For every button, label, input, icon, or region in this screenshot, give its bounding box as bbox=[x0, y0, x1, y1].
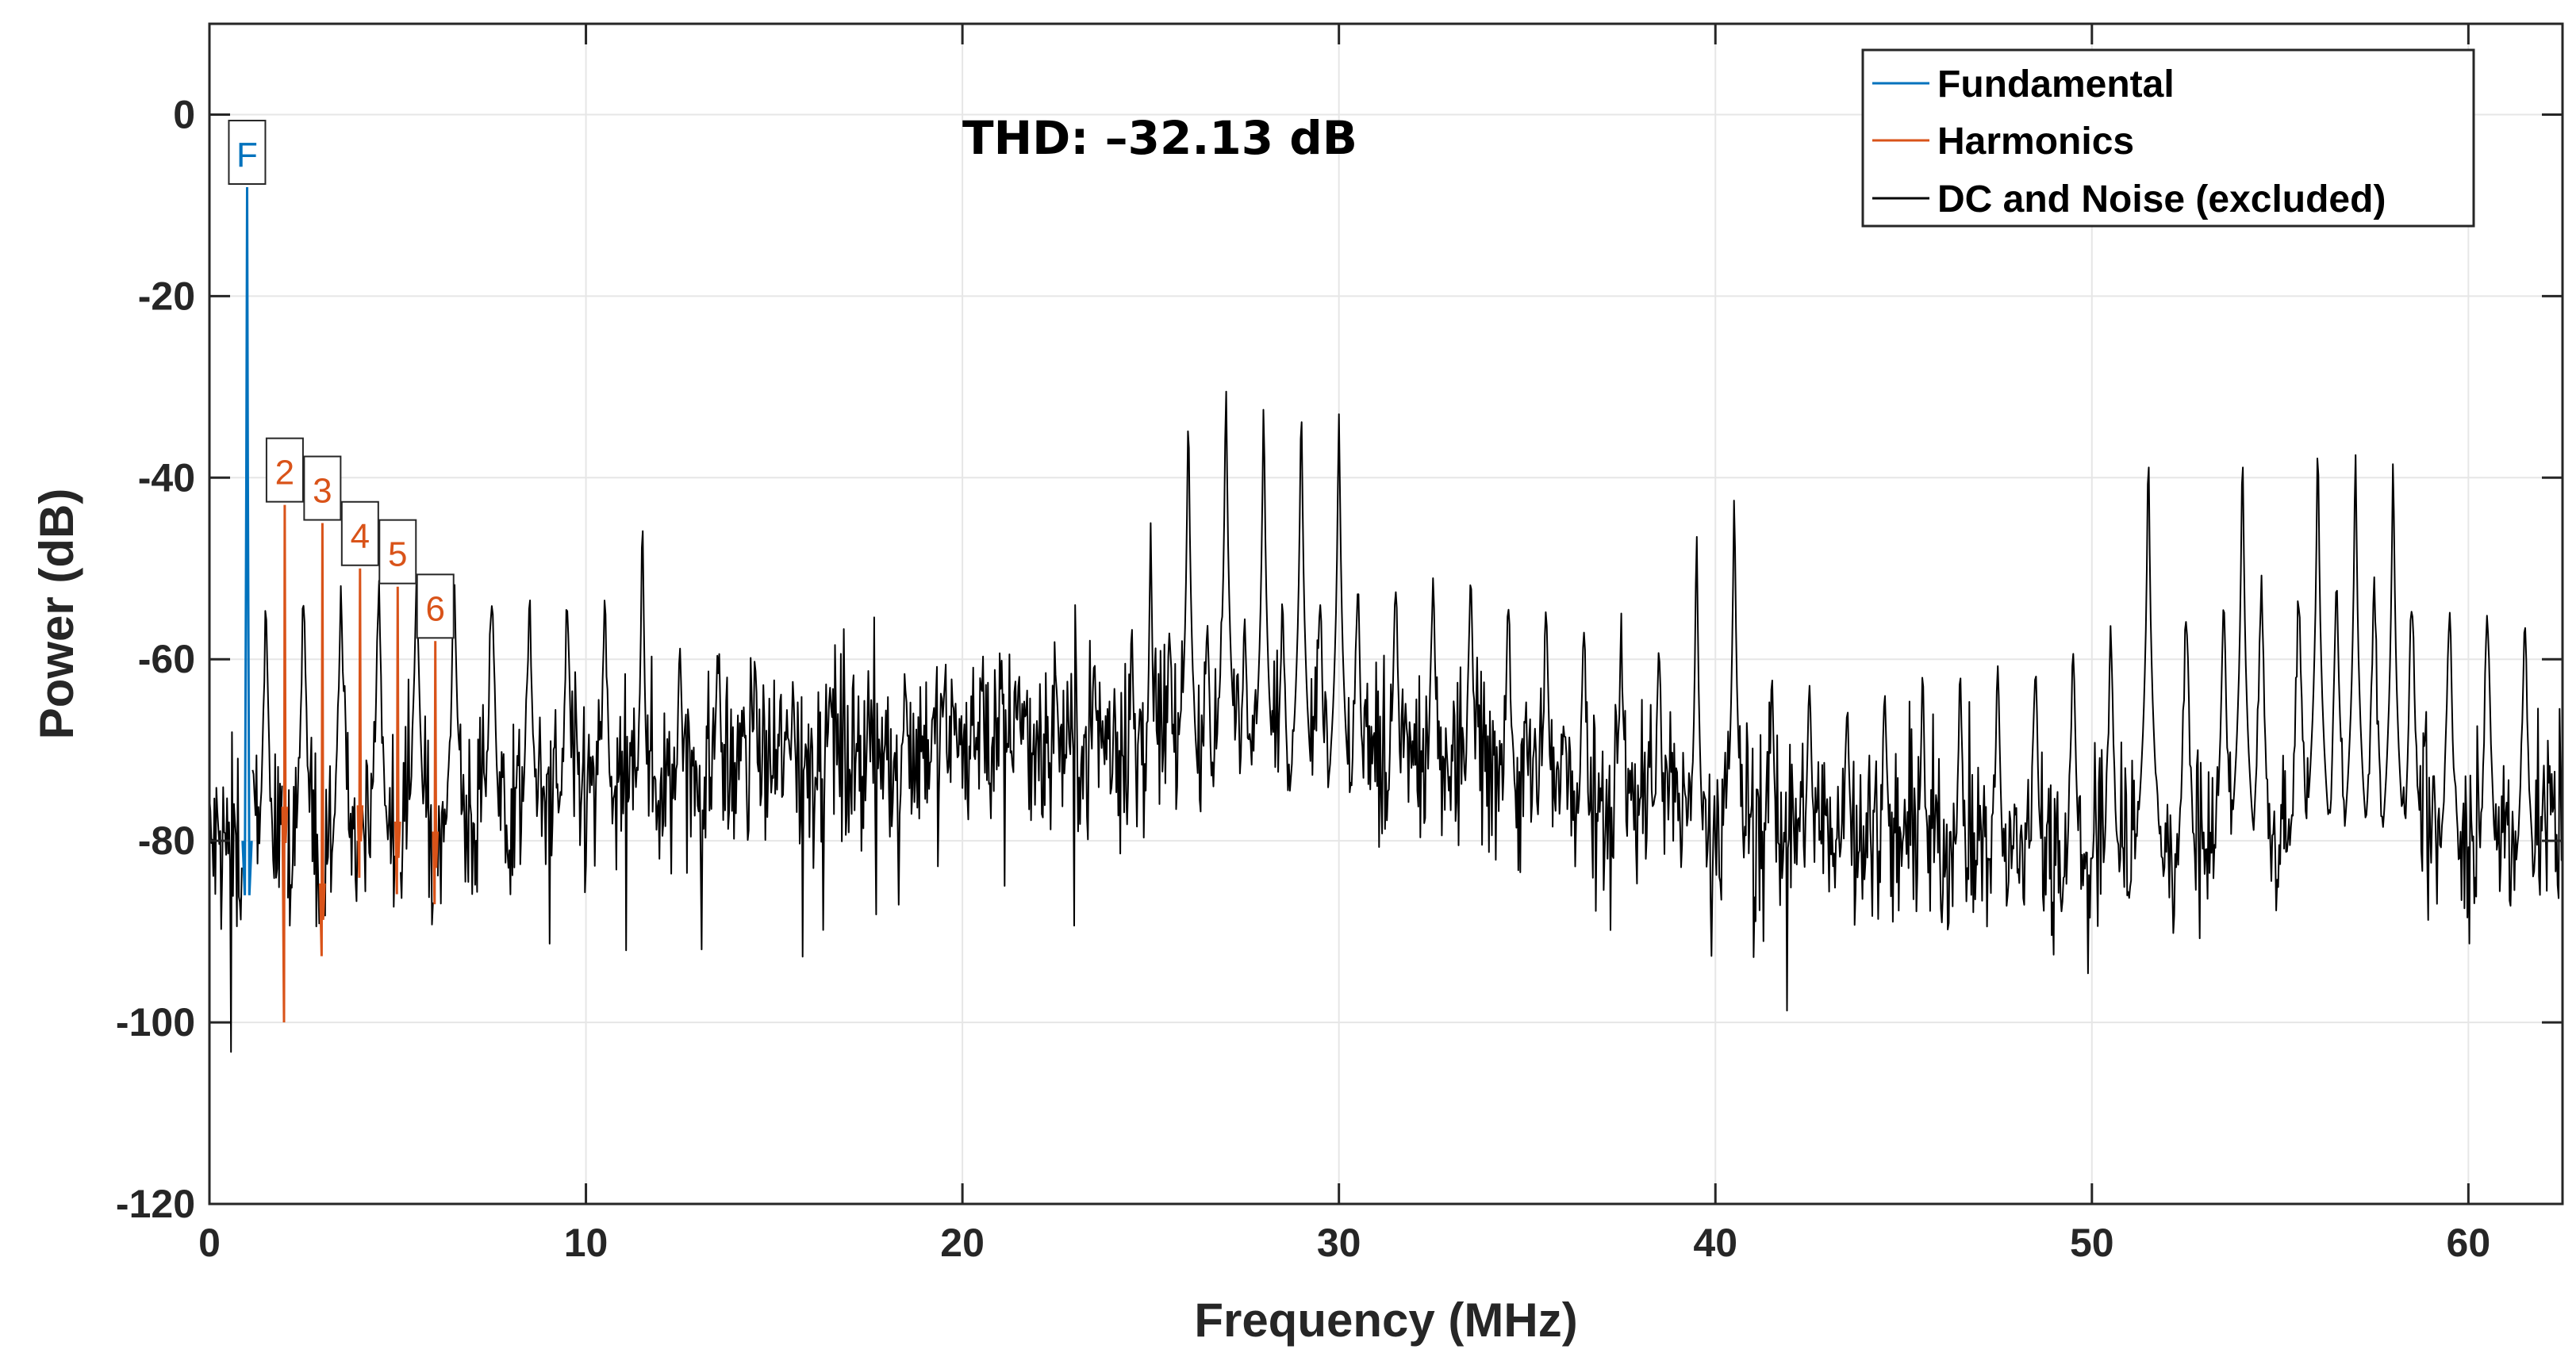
harmonic-spike bbox=[356, 568, 364, 878]
peak-label-box bbox=[340, 500, 379, 566]
peak-label-box bbox=[416, 573, 455, 639]
harmonic-spike bbox=[432, 641, 440, 905]
peak-label-text: 2 bbox=[275, 454, 294, 493]
legend-label-harmonics: Harmonics bbox=[1937, 121, 2134, 163]
y-axis-label: Power (dB) bbox=[30, 489, 83, 740]
axis-ticks: 0 10 20 30 40 50 60 0 -20 -40 -60 -80 -100 -120 bbox=[116, 24, 2563, 1265]
harmonic-spike bbox=[394, 586, 401, 895]
x-tick-label: 20 bbox=[940, 1221, 985, 1265]
peak-label-text: F bbox=[236, 136, 258, 174]
peak-labels: F 2 34 56 bbox=[228, 120, 455, 639]
legend-label-noise: DC and Noise (excluded) bbox=[1937, 178, 2386, 220]
x-tick-label: 50 bbox=[2070, 1221, 2114, 1265]
legend-box bbox=[1861, 48, 2475, 228]
x-tick-label: 10 bbox=[564, 1221, 608, 1265]
noise-trace bbox=[209, 390, 2563, 1053]
peak-label-text: 4 bbox=[351, 517, 370, 556]
noise-line bbox=[209, 390, 2563, 1053]
x-tick-label: 60 bbox=[2447, 1221, 2491, 1265]
x-tick-label: 0 bbox=[198, 1221, 221, 1265]
peak-label-box bbox=[378, 519, 417, 585]
thd-annotation: THD: –32.13 dB bbox=[962, 111, 1357, 165]
y-tick-label: -120 bbox=[116, 1182, 195, 1226]
peak-label-text: 5 bbox=[388, 535, 407, 574]
y-tick-label: -20 bbox=[138, 274, 195, 318]
harmonic-spike bbox=[319, 523, 326, 956]
y-tick-label: -80 bbox=[138, 818, 195, 863]
peak-label-text: 3 bbox=[313, 472, 332, 511]
peak-label-box bbox=[265, 437, 304, 503]
x-tick-label: 30 bbox=[1317, 1221, 1361, 1265]
legend-label-fundamental: Fundamental bbox=[1937, 63, 2175, 105]
plot-frame bbox=[208, 22, 2564, 1206]
y-tick-label: 0 bbox=[173, 92, 195, 136]
harmonic-spike bbox=[281, 504, 289, 1023]
y-tick-label: -40 bbox=[138, 455, 195, 500]
x-tick-label: 40 bbox=[1693, 1221, 1737, 1265]
peak-label-box bbox=[303, 455, 342, 521]
legend: Fundamental Harmonics DC and Noise (excl… bbox=[1861, 48, 2475, 228]
harmonics-trace bbox=[281, 504, 440, 1023]
x-axis-label: Frequency (MHz) bbox=[1194, 1294, 1577, 1347]
y-tick-label: -60 bbox=[138, 637, 195, 681]
peak-label-text: 6 bbox=[425, 589, 444, 628]
fundamental-trace bbox=[241, 186, 253, 895]
y-tick-label: -100 bbox=[116, 1000, 195, 1045]
peak-label-box bbox=[228, 120, 267, 186]
fundamental-spike bbox=[241, 186, 253, 895]
